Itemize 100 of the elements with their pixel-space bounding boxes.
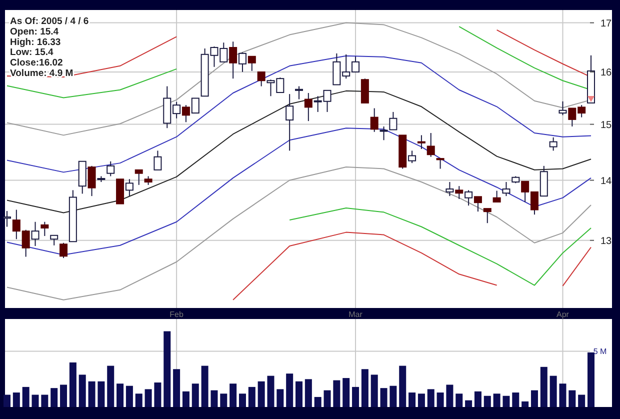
bar [540,366,548,407]
bar [352,386,360,407]
bar [342,378,350,407]
bar [370,374,378,407]
y-tick-label: 5 M [593,347,607,356]
bar [333,380,340,407]
candlestick [558,100,567,116]
annotation: Open: 15.4 [10,26,60,38]
bar [192,384,199,407]
bar [484,396,491,407]
bar [324,390,331,407]
candlestick [417,134,426,150]
candlestick [370,108,378,132]
candlestick [134,169,143,186]
candlestick [238,52,246,72]
bar [32,394,39,407]
y-tick-label: 13 [600,236,612,247]
bar [550,376,557,407]
bar [418,394,425,407]
bar [126,386,133,407]
bar [220,394,228,407]
bar [98,381,105,407]
bar [4,394,10,407]
candlestick [549,136,558,152]
bar [107,366,114,407]
line-series [6,166,592,300]
candlestick [31,221,40,247]
bar [116,384,124,407]
bar [446,384,454,407]
bar [22,386,30,407]
bar [238,394,246,407]
candlestick [502,182,510,197]
bar [474,391,482,407]
bar [135,394,142,407]
bar [390,386,397,407]
bar [568,390,576,407]
x-tick-label: Mar [348,310,363,319]
bar [578,394,586,407]
bar [267,376,274,407]
bar [512,392,520,407]
bar [456,394,463,407]
candlestick [408,150,416,164]
bar [380,388,388,407]
bar [201,366,208,407]
candlestick [483,208,492,224]
bar [144,389,152,407]
bar [50,388,58,407]
bar [530,390,538,407]
y-tick-label: 16 [600,67,612,78]
bar [502,396,510,407]
bar [173,369,180,407]
candlestick [492,190,501,202]
bar [436,392,444,407]
candlestick [426,132,435,158]
line-series [6,128,592,256]
bar [304,379,312,407]
bar [78,374,86,407]
bar [60,384,68,407]
line-series [6,55,592,173]
bar [154,382,162,407]
y-tick-label: 17 [600,18,612,30]
bar [276,389,284,407]
candlestick [464,190,473,206]
bar [361,369,368,407]
candlestick [154,150,162,170]
bar [465,400,472,407]
bar [522,401,529,407]
annotation: Low: 15.4 [10,47,54,58]
annotation: Close:16.02 [10,58,63,69]
candlestick [125,178,134,197]
line-series [6,68,178,98]
bar [164,331,171,407]
x-tick-label: Feb [170,310,184,319]
candlestick [380,126,388,141]
candlestick [106,160,115,177]
line-series [6,90,592,214]
bar [286,374,294,407]
bar [559,384,566,407]
bar [248,386,256,407]
bar [230,384,237,407]
bar [41,394,48,407]
line-series [232,232,498,300]
candlestick [360,78,369,104]
line-series [289,207,592,286]
y-tick-label: 14 [600,176,612,187]
candlestick [295,86,303,100]
x-tick-label: Apr [556,310,570,319]
candlestick [191,98,200,114]
candlestick [40,221,49,237]
bar [427,389,434,407]
bar [182,391,190,407]
bar [588,352,594,407]
y-tick-label: 15 [600,120,612,131]
candlestick [446,182,454,197]
candlestick [286,94,294,152]
bar [493,394,500,407]
bar [210,390,218,407]
bar [258,381,265,407]
bar [88,381,96,407]
bar [408,392,416,407]
